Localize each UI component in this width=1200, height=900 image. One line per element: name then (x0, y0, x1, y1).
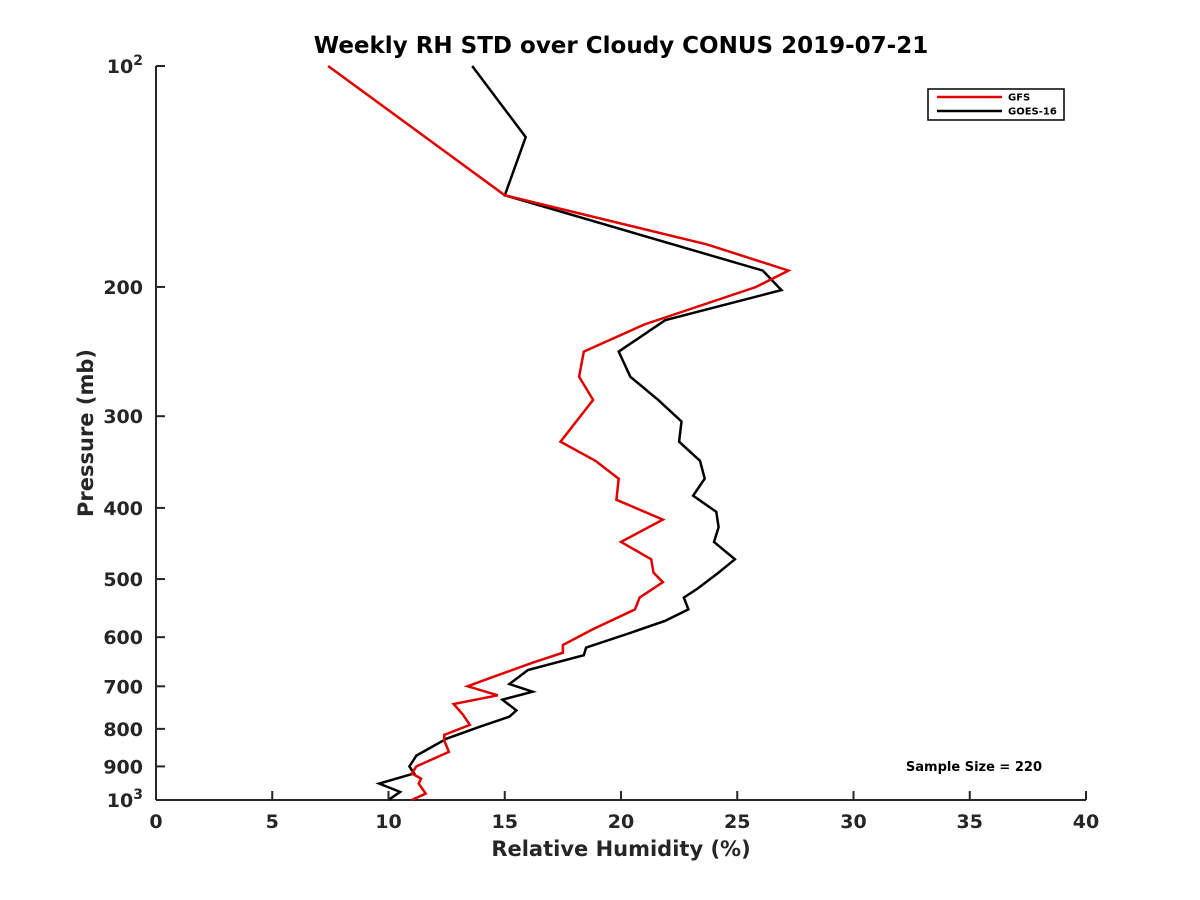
y-tick-label: 700 (103, 676, 143, 698)
chart-title: Weekly RH STD over Cloudy CONUS 2019-07-… (314, 33, 928, 59)
y-tick-label: 500 (103, 569, 143, 591)
x-axis-label: Relative Humidity (%) (491, 837, 750, 861)
y-tick-label: 102 (107, 53, 143, 78)
sample-size-note: Sample Size = 220 (906, 760, 1042, 775)
y-tick-label: 800 (103, 719, 143, 741)
x-tick-label: 30 (840, 811, 866, 833)
x-tick-label: 25 (724, 811, 750, 833)
x-tick-label: 40 (1073, 811, 1099, 833)
y-tick-label: 200 (103, 277, 143, 299)
legend-label: GFS (1008, 93, 1030, 104)
x-tick-label: 20 (608, 811, 634, 833)
legend-label: GOES-16 (1008, 107, 1057, 118)
series-layer (327, 64, 792, 802)
series-line-gfs (327, 64, 792, 802)
x-tick-label: 15 (492, 811, 518, 833)
x-tick-label: 10 (375, 811, 401, 833)
y-tick-label: 300 (103, 406, 143, 428)
x-tick-label: 0 (149, 811, 162, 833)
plot-area: 0 5 10 15 20 25 30 35 40 102 200 300 400 500 600 700 80… (103, 53, 1099, 833)
y-tick-label: 103 (107, 787, 143, 812)
legend: GFS GOES-16 (927, 88, 1065, 121)
legend-box (927, 88, 1065, 121)
x-tick-label: 5 (266, 811, 279, 833)
x-axis-ticks: 0 5 10 15 20 25 30 35 40 (149, 791, 1099, 833)
y-axis-label: Pressure (mb) (74, 349, 98, 517)
y-tick-label: 400 (103, 498, 143, 520)
x-tick-label: 35 (957, 811, 983, 833)
y-axis-ticks: 102 200 300 400 500 600 700 800 900 103 (103, 53, 165, 812)
y-tick-label: 900 (103, 756, 143, 778)
series-line-goes-16 (375, 65, 784, 802)
y-tick-label: 600 (103, 627, 143, 649)
